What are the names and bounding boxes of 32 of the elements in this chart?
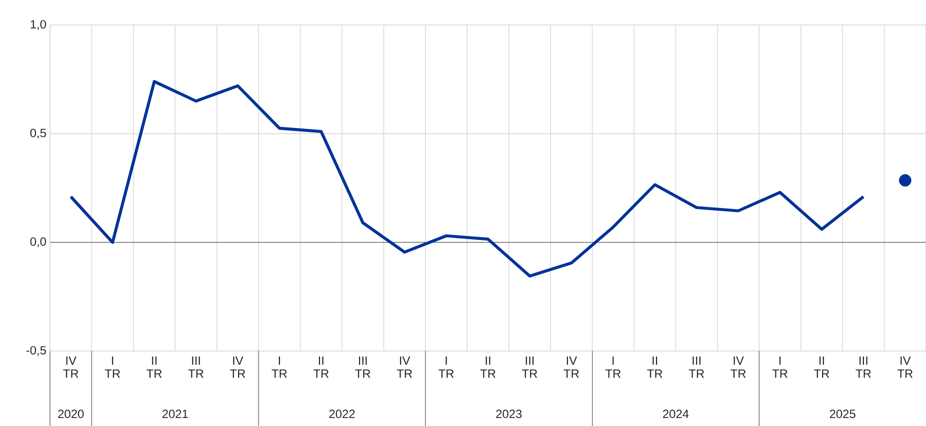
text: 2024 bbox=[663, 410, 689, 418]
x-tick-label: III TR bbox=[522, 356, 538, 378]
x-tick-label: IV TR bbox=[63, 356, 78, 378]
x-tick-label: II TR bbox=[146, 356, 162, 378]
line-series bbox=[69, 80, 865, 278]
x-tick-label: III TR bbox=[688, 356, 704, 378]
x-tick-label: III TR bbox=[856, 356, 871, 378]
x-tick-label: IV TR bbox=[230, 356, 246, 378]
x-tick-label: IV TR bbox=[564, 356, 579, 378]
x-tick-label: I TR bbox=[772, 356, 788, 378]
x-tick-label: I TR bbox=[438, 356, 454, 378]
text: 2025 bbox=[830, 410, 856, 418]
x-tick-label: I TR bbox=[104, 356, 120, 378]
x-tick-label: IV TR bbox=[730, 356, 746, 378]
y-tick-label: 0,5 bbox=[30, 128, 46, 139]
x-tick-label: III TR bbox=[188, 356, 204, 378]
text: 2023 bbox=[496, 410, 522, 418]
x-tick-label: II TR bbox=[814, 356, 830, 378]
text: 2020 bbox=[58, 410, 84, 418]
x-tick-label: IV TR bbox=[897, 356, 913, 378]
x-tick-label: III TR bbox=[355, 356, 370, 378]
x-tick-label: II TR bbox=[647, 356, 662, 378]
y-tick-label: 0,0 bbox=[30, 237, 46, 248]
y-tick-label: 1,0 bbox=[30, 20, 46, 30]
x-tick-label: I TR bbox=[605, 356, 621, 378]
text: 2021 bbox=[162, 410, 188, 418]
x-tick-label: II TR bbox=[313, 356, 329, 378]
text: 2022 bbox=[329, 410, 355, 418]
x-tick-label: I TR bbox=[272, 356, 287, 378]
x-tick-label: IV TR bbox=[396, 356, 412, 378]
y-tick-label: -0,5 bbox=[26, 346, 46, 356]
x-tick-label: II TR bbox=[480, 356, 496, 378]
